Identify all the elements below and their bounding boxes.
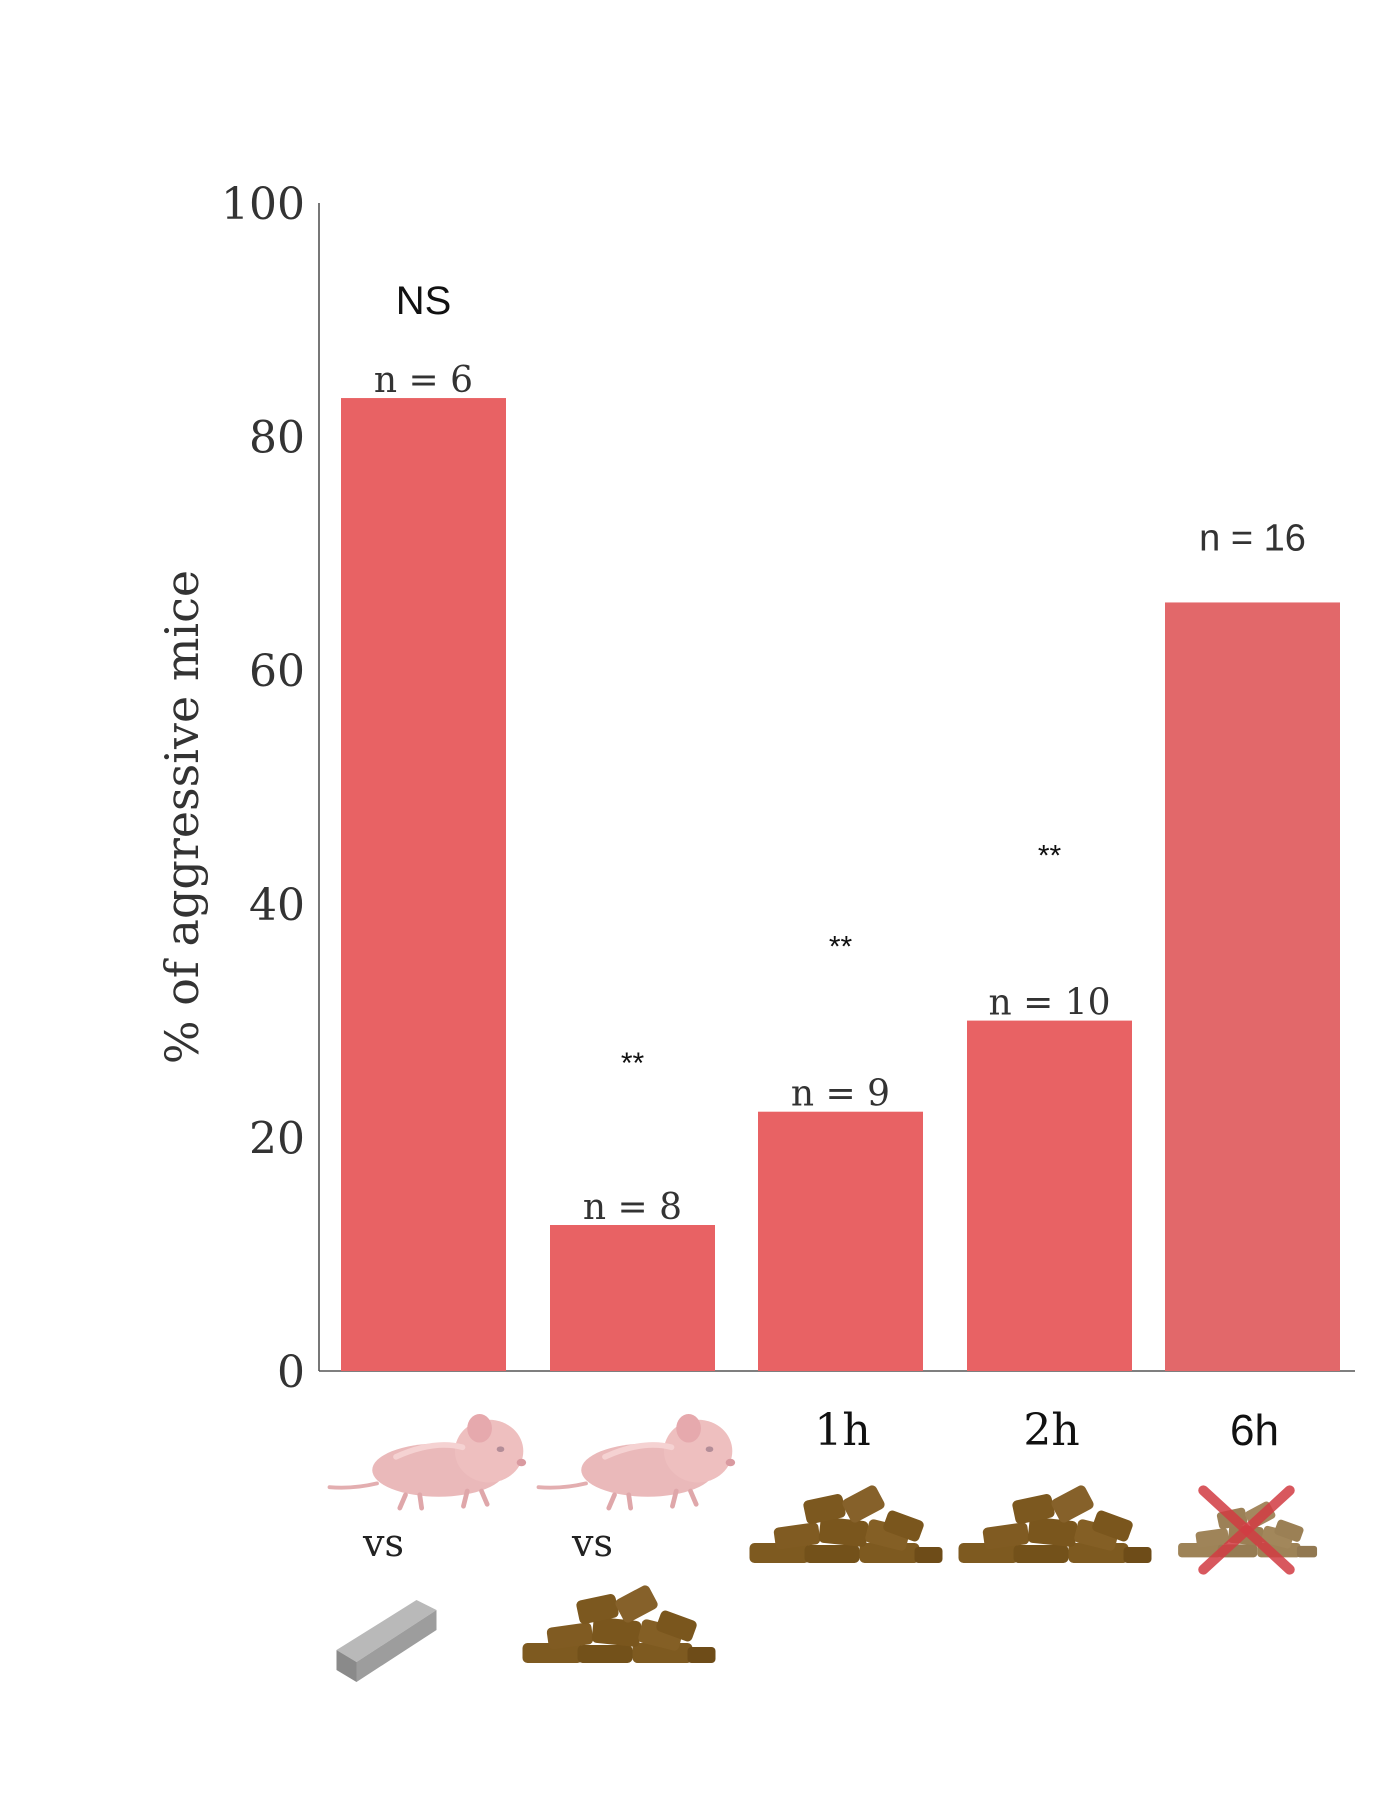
bar [1165, 602, 1340, 1371]
y-tick-label: 100 [221, 179, 305, 230]
significance-stars: ** [1038, 840, 1062, 873]
food-pellets-icon [522, 1583, 716, 1663]
y-tick-label: 0 [277, 1347, 305, 1398]
pup-icon [539, 1414, 736, 1508]
vs-label: vs [571, 1521, 613, 1565]
vs-label: vs [362, 1521, 404, 1565]
y-tick-label: 40 [249, 880, 305, 931]
annotations: n = 6 NS vs n = 8 ** vs n = 9 ** 1h n = 10 ** 2h n =… [362, 279, 1306, 1565]
food-pellets-crossed-icon [1178, 1485, 1318, 1575]
significance-stars: ** [829, 931, 853, 964]
bar [341, 398, 506, 1371]
bars [341, 398, 1340, 1371]
category-label: 2h [1023, 1405, 1079, 1456]
category-label: 6h [1230, 1406, 1279, 1455]
n-label: n = 6 [374, 360, 473, 401]
food-pellets-icon [749, 1483, 943, 1563]
food-pellets-icon [958, 1483, 1152, 1563]
bar [758, 1111, 923, 1371]
category-label: 1h [814, 1405, 870, 1456]
pup-icon [330, 1414, 527, 1508]
pictograms [330, 1414, 1318, 1682]
y-axis-label: % of aggressive mice [155, 570, 209, 1064]
n-label: n = 10 [988, 983, 1110, 1024]
y-tick-label: 20 [249, 1113, 305, 1164]
significance-stars: ** [621, 1047, 645, 1080]
bar [550, 1225, 715, 1371]
bar [967, 1020, 1132, 1371]
axes: 0 20 40 60 80 100 % of aggressive mice [155, 179, 1355, 1398]
n-label: n = 9 [791, 1074, 890, 1115]
n-label: n = 16 [1199, 517, 1306, 559]
y-tick-label: 60 [249, 646, 305, 697]
significance-ns: NS [396, 279, 452, 323]
metal-block-icon [336, 1600, 437, 1682]
n-label: n = 8 [583, 1187, 682, 1228]
y-tick-label: 80 [249, 413, 305, 464]
